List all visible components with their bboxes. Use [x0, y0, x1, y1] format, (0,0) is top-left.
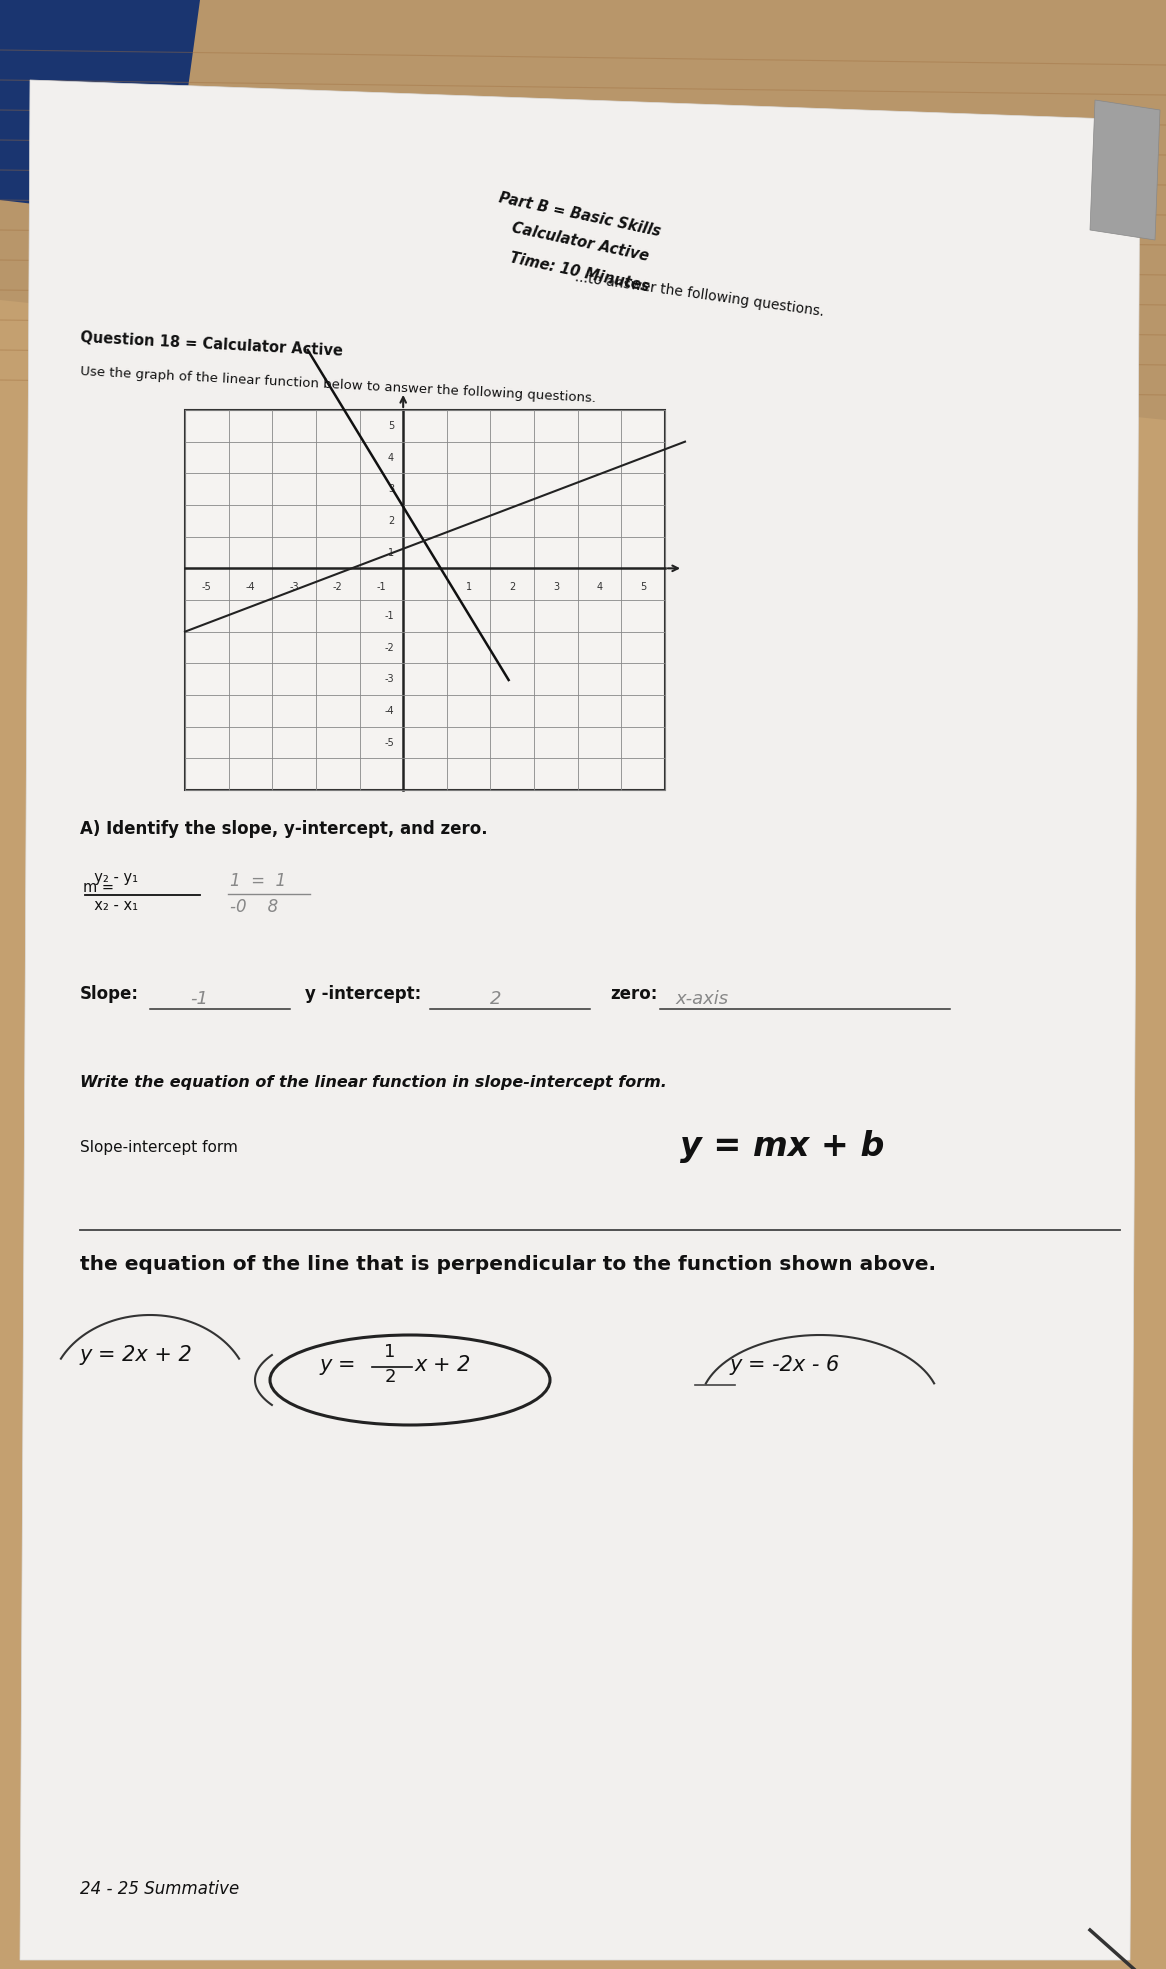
Text: ...to answer the following questions.: ...to answer the following questions. — [575, 270, 826, 319]
Text: -4: -4 — [385, 705, 394, 717]
Text: 4: 4 — [388, 453, 394, 463]
Text: 3: 3 — [553, 583, 559, 593]
Text: zero:: zero: — [610, 984, 658, 1002]
FancyBboxPatch shape — [185, 410, 665, 790]
Text: A) Identify the slope, y-intercept, and zero.: A) Identify the slope, y-intercept, and … — [80, 819, 487, 839]
Text: x + 2: x + 2 — [415, 1355, 471, 1374]
Text: -1: -1 — [190, 990, 208, 1008]
Text: 2: 2 — [388, 516, 394, 526]
Text: 2: 2 — [490, 990, 501, 1008]
Text: y -intercept:: y -intercept: — [305, 984, 421, 1002]
Text: y =: y = — [319, 1355, 357, 1374]
Polygon shape — [0, 0, 201, 221]
Text: 1: 1 — [385, 1343, 395, 1361]
Text: y = 2x + 2: y = 2x + 2 — [80, 1345, 192, 1365]
Text: Question 18 = Calculator Active: Question 18 = Calculator Active — [80, 331, 343, 358]
Text: 1: 1 — [465, 583, 472, 593]
Text: 24 - 25 Summative: 24 - 25 Summative — [80, 1880, 239, 1898]
Text: -3: -3 — [385, 673, 394, 683]
Text: y = mx + b: y = mx + b — [680, 1130, 884, 1164]
Text: x-axis: x-axis — [675, 990, 728, 1008]
Text: Write the equation of the linear function in slope-intercept form.: Write the equation of the linear functio… — [80, 1075, 667, 1091]
Text: Slope-intercept form: Slope-intercept form — [80, 1140, 238, 1156]
Polygon shape — [1090, 100, 1160, 240]
Text: y₂ - y₁: y₂ - y₁ — [85, 870, 138, 884]
Text: Time: 10 Minutes: Time: 10 Minutes — [508, 250, 651, 293]
Text: Use the graph of the linear function below to answer the following questions.: Use the graph of the linear function bel… — [80, 364, 596, 406]
Text: 1  =  1: 1 = 1 — [230, 872, 286, 890]
Text: -5: -5 — [385, 738, 394, 748]
Polygon shape — [0, 0, 1166, 419]
Text: 3: 3 — [388, 484, 394, 494]
Text: 4: 4 — [597, 583, 603, 593]
Text: m =: m = — [83, 880, 114, 896]
Text: Slope:: Slope: — [80, 984, 139, 1002]
Text: -1: -1 — [385, 610, 394, 620]
Text: 5: 5 — [388, 421, 394, 431]
Text: 1: 1 — [388, 547, 394, 557]
Text: -1: -1 — [377, 583, 386, 593]
Text: 5: 5 — [640, 583, 646, 593]
Text: -0    8: -0 8 — [230, 898, 279, 916]
Text: Calculator Active: Calculator Active — [510, 221, 649, 264]
Text: -5: -5 — [202, 583, 212, 593]
Text: 2: 2 — [385, 1368, 395, 1386]
Text: the equation of the line that is perpendicular to the function shown above.: the equation of the line that is perpend… — [80, 1254, 936, 1274]
Text: Part B = Basic Skills: Part B = Basic Skills — [498, 189, 662, 238]
Text: -2: -2 — [385, 642, 394, 652]
Text: -3: -3 — [289, 583, 298, 593]
Polygon shape — [20, 81, 1140, 1959]
Text: -2: -2 — [332, 583, 343, 593]
Text: x₂ - x₁: x₂ - x₁ — [85, 898, 138, 914]
Text: y = -2x - 6: y = -2x - 6 — [730, 1355, 841, 1374]
Text: -4: -4 — [246, 583, 255, 593]
Text: 2: 2 — [510, 583, 515, 593]
